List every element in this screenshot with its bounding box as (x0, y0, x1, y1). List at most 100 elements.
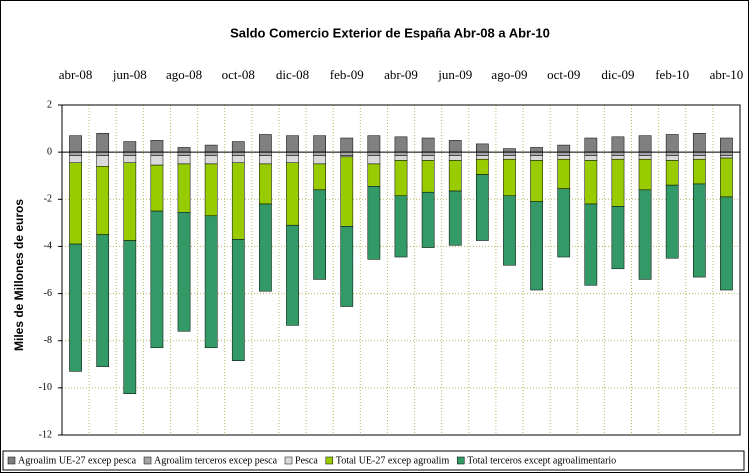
bar-segment (123, 151, 137, 156)
bar-segment (96, 234, 110, 367)
bar-segment (340, 226, 354, 307)
bar-segment (69, 162, 82, 245)
bar-segment (476, 155, 489, 160)
bar-segment (476, 143, 489, 153)
bar-segment (313, 163, 326, 191)
bar-segment (96, 151, 110, 156)
bar-segment (638, 158, 652, 191)
bar-segment (313, 155, 326, 165)
x-tick-label: oct-09 (547, 67, 580, 82)
bar-segment (638, 135, 652, 153)
bar-segment (259, 203, 272, 292)
bar-segment (611, 158, 625, 207)
bar-segment (96, 166, 110, 235)
bar-segment (286, 151, 299, 156)
bar-segment (259, 151, 272, 156)
x-tick-label: oct-08 (222, 67, 255, 82)
y-tick-label: 2 (47, 99, 52, 110)
bar-segment (665, 155, 679, 161)
bar-segment (665, 160, 679, 186)
bar-segment (231, 155, 245, 164)
x-tick-label: jun-08 (112, 67, 147, 82)
bar-segment (204, 163, 218, 217)
bar-segment (177, 155, 191, 165)
bar-segment (665, 151, 679, 156)
bar-segment (177, 212, 191, 332)
bar-segment (231, 239, 245, 362)
bar-segment (557, 144, 571, 153)
bar-segment (313, 135, 326, 153)
bar-segment (123, 240, 137, 394)
bar-segment (177, 147, 191, 153)
bar-segment (448, 151, 462, 156)
bar-segment (638, 155, 652, 160)
x-tick-label: dic-08 (276, 67, 309, 82)
legend-swatch (284, 456, 293, 465)
bar-segment (530, 155, 543, 161)
bar-segment (231, 151, 245, 156)
bar-segment (259, 155, 272, 165)
legend-swatch (143, 456, 152, 465)
bar-segment (313, 151, 326, 156)
bar-segment (340, 137, 354, 153)
bar-segment (557, 188, 571, 258)
bar-segment (448, 155, 462, 161)
bar-segment (503, 195, 516, 266)
y-tick-label: -2 (44, 194, 52, 205)
bar-segment (367, 186, 381, 260)
bar-segment (720, 196, 733, 291)
bar-segment (692, 158, 706, 185)
bar-segment (150, 210, 164, 349)
bar-segment (394, 151, 408, 156)
bar-segment (476, 158, 489, 175)
bar-segment (204, 144, 218, 153)
bar-segment (150, 155, 164, 166)
bar-segment (394, 195, 408, 258)
bar-segment (421, 137, 435, 153)
bar-segment (557, 158, 571, 189)
bar-segment (367, 163, 381, 187)
bar-segment (421, 160, 435, 193)
bar-segment (421, 155, 435, 161)
bar-segment (611, 136, 625, 153)
bar-segment (259, 134, 272, 153)
legend-label: Pesca (295, 455, 318, 466)
bar-segment (394, 136, 408, 153)
plot-border (61, 104, 741, 436)
bar-segment (394, 160, 408, 196)
bar-segment (69, 243, 82, 372)
legend-label: Agroalim terceros excep pesca (154, 455, 278, 466)
bar-segment (476, 151, 489, 156)
bar-segment (692, 183, 706, 278)
y-tick-label: -4 (44, 241, 52, 252)
bar-segment (367, 135, 381, 153)
bar-segment (720, 137, 733, 153)
bar-segment (720, 157, 733, 198)
bar-segment (177, 163, 191, 213)
bar-segment (692, 133, 706, 153)
x-tick-label: abr-08 (59, 67, 93, 82)
bar-segment (503, 148, 516, 153)
bar-segment (286, 162, 299, 226)
bar-segment (394, 155, 408, 161)
bar-segment (720, 151, 733, 156)
y-tick-label: 0 (47, 146, 52, 157)
bar-segment (123, 155, 137, 164)
bar-segment (313, 189, 326, 280)
bar-segment (367, 155, 381, 165)
y-tick-label: -8 (44, 335, 52, 346)
bar-segment (367, 151, 381, 156)
bar-segment (259, 163, 272, 205)
bar-segment (584, 203, 598, 286)
bar-segment (69, 155, 82, 164)
bar-segment (340, 151, 354, 156)
x-tick-label: ago-08 (166, 67, 202, 82)
bar-segment (530, 151, 543, 156)
bar-segment (665, 134, 679, 153)
y-tick-label: -10 (39, 382, 52, 393)
bar-segment (150, 140, 164, 153)
bar-segment (150, 164, 164, 212)
x-tick-label: ago-09 (491, 67, 527, 82)
bar-segment (611, 206, 625, 270)
